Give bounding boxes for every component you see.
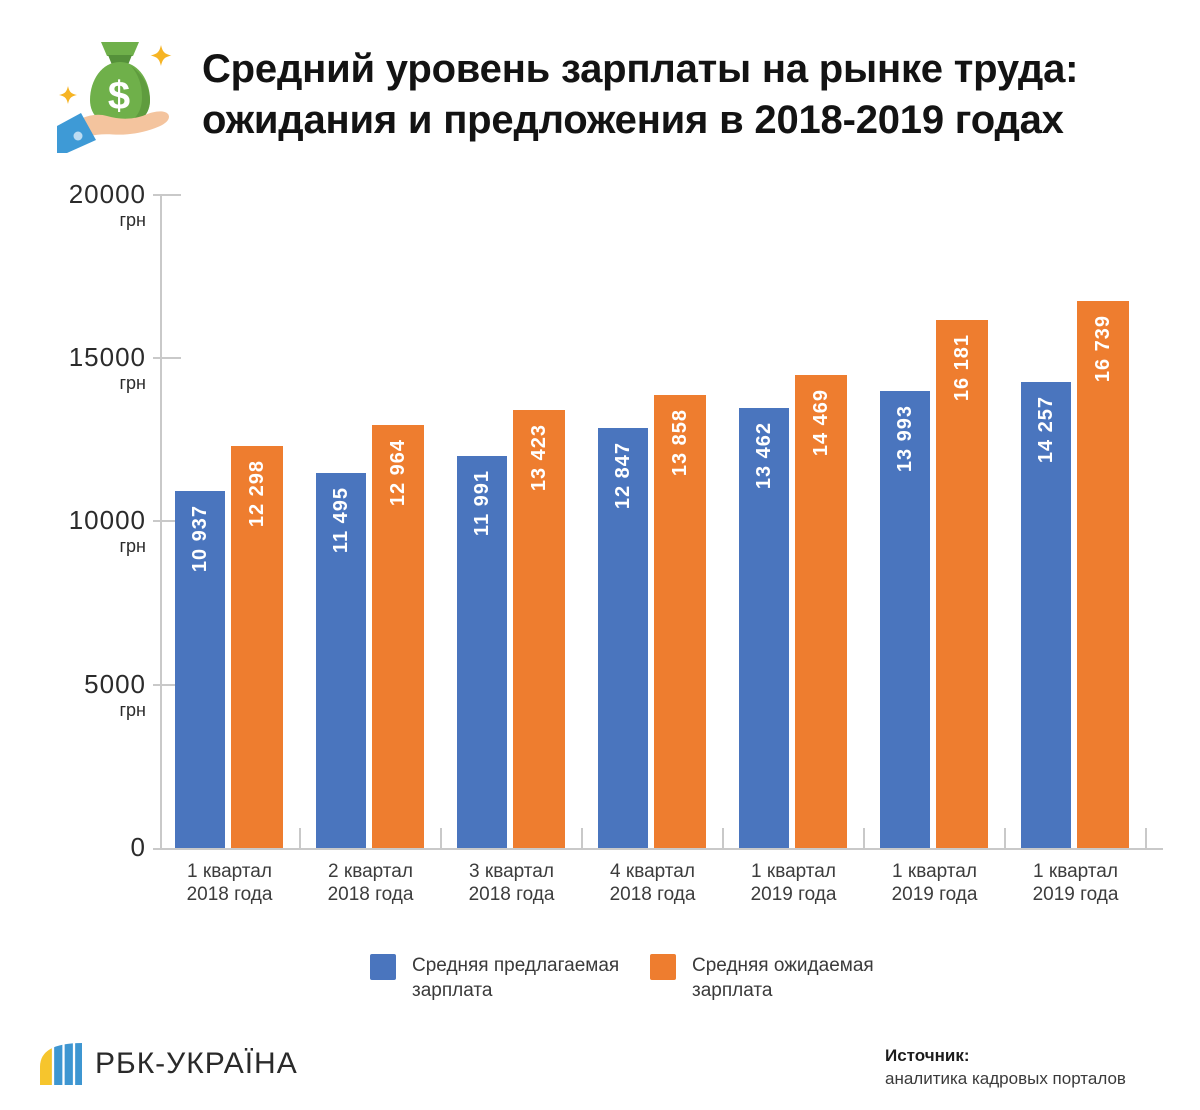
bar-value-label: 12 298: [246, 460, 268, 528]
category-label: 2 квартал 2018 года: [327, 861, 414, 905]
bar-value-label: 14 469: [810, 389, 832, 457]
category-separator: [722, 828, 724, 848]
bar-offered-salary: [1021, 382, 1071, 848]
y-tick-value: 5000: [84, 669, 146, 699]
bar-expected-salary: [231, 446, 283, 848]
category-label: 3 квартал 2018 года: [468, 861, 555, 905]
sparkle-icon: [150, 45, 172, 66]
category-label: 1 квартал 2018 года: [186, 861, 273, 905]
source-note: Источник: аналитика кадровых порталов: [885, 1044, 1126, 1090]
source-text: аналитика кадровых порталов: [885, 1069, 1126, 1088]
legend-label-offered-salary: Средняя предлагаемая зарплата: [412, 955, 620, 1001]
legend-swatch-offered-salary: [370, 954, 396, 980]
y-tick-label: 0: [18, 832, 146, 862]
bar-offered-salary: [598, 428, 648, 848]
dollar-sign: $: [108, 74, 130, 118]
y-tick-value: 15000: [68, 342, 146, 372]
bar-value-label: 16 739: [1092, 315, 1114, 383]
rbc-ukraine-logo-icon: [40, 1043, 82, 1085]
money-bag-in-hand-icon: $: [57, 42, 172, 153]
sparkle-icon: [59, 86, 77, 104]
money-bag-knot: [108, 55, 132, 65]
legend-item-offered-salary: Средняя предлагаемая зарплата: [370, 953, 637, 1003]
bar-expected-salary: [1077, 301, 1129, 848]
bar-expected-salary: [513, 410, 565, 848]
category-separator: [1145, 828, 1147, 848]
category-label: 1 квартал 2019 года: [891, 861, 978, 905]
bar-value-label: 11 495: [330, 487, 352, 554]
bar-offered-salary: [739, 408, 789, 848]
legend-swatch-expected-salary: [650, 954, 676, 980]
bar-value-label: 14 257: [1035, 396, 1057, 464]
bar-value-label: 13 993: [894, 405, 916, 473]
y-axis-tick: [153, 194, 181, 196]
y-tick-unit: грн: [119, 700, 146, 720]
page-title: Средний уровень зарплаты на рынке труда:…: [202, 47, 1079, 142]
category-separator: [1004, 828, 1006, 848]
y-tick-unit: грн: [119, 373, 146, 393]
bar-offered-salary: [457, 456, 507, 848]
money-bag-top: [101, 42, 139, 56]
category-separator: [863, 828, 865, 848]
y-tick-label: 15000 грн: [18, 342, 146, 394]
category-separator: [581, 828, 583, 848]
y-tick-label: 10000 грн: [18, 505, 146, 557]
category-label: 1 квартал 2019 года: [750, 861, 837, 905]
y-tick-unit: грн: [119, 210, 146, 230]
x-axis-line: [153, 848, 1163, 850]
bar-expected-salary: [936, 320, 988, 848]
bar-value-label: 11 991: [471, 470, 493, 537]
category-label: 1 квартал 2019 года: [1032, 861, 1119, 905]
bar-expected-salary: [654, 395, 706, 848]
bar-value-label: 16 181: [951, 334, 973, 402]
bar-offered-salary: [175, 491, 225, 848]
bar-value-label: 13 423: [528, 424, 550, 492]
bar-offered-salary: [316, 473, 366, 848]
bar-value-label: 10 937: [189, 505, 211, 573]
bar-expected-salary: [795, 375, 847, 848]
legend-label-expected-salary: Средняя ожидаемая зарплата: [692, 955, 874, 1001]
y-tick-value: 0: [130, 832, 146, 862]
y-axis-tick: [153, 357, 181, 359]
y-tick-value: 20000: [68, 179, 146, 209]
category-label: 4 квартал 2018 года: [609, 861, 696, 905]
sleeve-button: [73, 131, 83, 141]
y-tick-label: 5000 грн: [18, 669, 146, 721]
source-label: Источник:: [885, 1046, 970, 1065]
bar-value-label: 12 847: [612, 442, 634, 510]
bar-value-label: 13 462: [753, 422, 775, 490]
bar-value-label: 12 964: [387, 439, 409, 507]
bar-value-label: 13 858: [669, 409, 691, 477]
y-axis-tick: [153, 684, 181, 686]
rbc-ukraine-logo: РБК-УКРАЇНА: [40, 1043, 298, 1085]
category-separator: [440, 828, 442, 848]
y-tick-value: 10000: [68, 505, 146, 535]
legend-item-expected-salary: Средняя ожидаемая зарплата: [650, 953, 917, 1003]
y-axis-tick: [153, 520, 181, 522]
rbc-ukraine-logo-text: РБК-УКРАЇНА: [95, 1047, 298, 1080]
money-bag-body: [90, 62, 150, 126]
category-separator: [299, 828, 301, 848]
money-bag-shade: [120, 66, 150, 126]
y-tick-unit: грн: [119, 536, 146, 556]
bar-expected-salary: [372, 425, 424, 848]
y-tick-label: 20000 грн: [18, 179, 146, 231]
bar-offered-salary: [880, 391, 930, 848]
